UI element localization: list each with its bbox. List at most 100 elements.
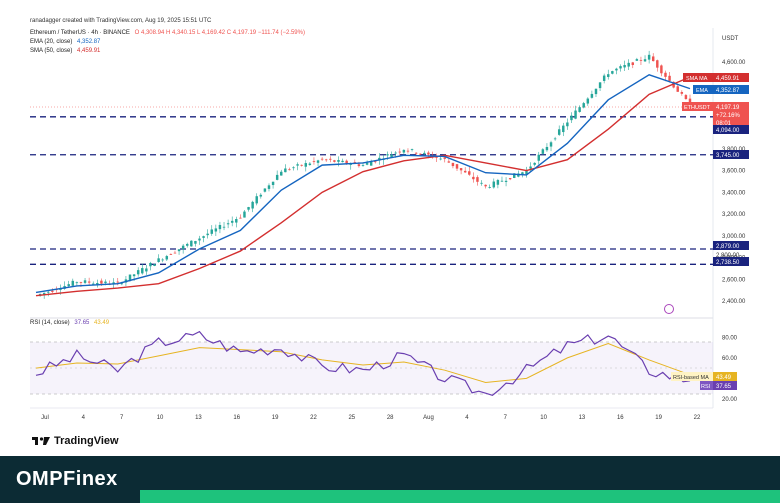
time-tick-9: 28 [387,415,394,421]
candle-body [594,88,598,95]
svg-text:ETHUSDT: ETHUSDT [684,105,711,111]
candle-body [292,167,295,169]
symbol-icon[interactable] [664,304,674,314]
rsi-ma-line [35,342,691,383]
price-tick-3: 3,600.00 [722,169,746,175]
candle-body [67,284,70,287]
candle-body [480,182,483,184]
time-tick-8: 25 [348,415,355,421]
candle-body [312,161,316,162]
candle-body [398,151,402,153]
price-tick-0: 4,600.00 [722,60,746,66]
candle-body [627,62,630,67]
candle-body [369,161,373,166]
legend-symbol: Ethereum / TetherUS · 4h · BINANCE [30,30,130,36]
legend-sma-row[interactable]: SMA (50, close) 4,459.91 [30,48,100,54]
candle-body [251,201,254,209]
footer-accent [140,490,780,503]
svg-text:37.65: 37.65 [716,384,732,390]
candle-body [75,282,79,284]
candle-body [104,281,107,284]
candle-body [533,162,536,165]
candle-body [79,282,83,283]
candle-body [308,163,312,166]
price-axis-unit: USDT [722,36,739,42]
last-price-tag: ETHUSDT 4,197.19 +72.16% 08:01 [682,102,749,128]
ema-price-tag: EMA 4,352.87 [693,85,749,94]
candle-body [459,168,463,171]
candles [38,50,692,299]
rsi-tick-0: 80.00 [722,335,738,341]
candle-body [529,166,532,169]
candle-body [664,72,667,77]
candle-body [631,62,635,66]
candle-body [513,173,516,178]
candle-body [194,241,197,244]
candle-body [504,180,508,182]
candle-body [402,149,406,153]
brand-logo[interactable]: OMPFinex [16,468,118,490]
time-tick-14: 13 [579,415,586,421]
time-tick-17: 22 [694,415,701,421]
sma-line [35,76,691,297]
svg-text:4,094.00: 4,094.00 [716,128,740,134]
candle-body [598,82,602,89]
candle-body [574,110,577,119]
candle-body [537,154,540,161]
candle-body [243,211,246,218]
candle-body [545,146,549,151]
candle-body [651,56,655,62]
time-tick-4: 13 [195,415,202,421]
candle-body [320,158,324,160]
candle-body [329,158,332,160]
candle-body [488,187,491,188]
tradingview-logo[interactable]: TradingView [32,435,119,447]
candle-body [549,142,553,147]
candle-body [496,180,500,185]
candle-body [120,283,124,285]
candle-body [508,178,512,180]
svg-text:RSI-based MA: RSI-based MA [673,375,709,381]
candle-body [607,74,610,77]
candle-body [300,164,303,166]
candle-body [410,149,414,150]
legend-sma-value: 4,459.91 [77,48,101,54]
candle-body [423,152,426,154]
candle-body [394,152,397,154]
candle-body [206,233,209,236]
candle-body [455,164,459,169]
price-tick-9: 2,400.00 [722,299,746,305]
candle-body [680,92,684,94]
legend-rsi-ma-value: 43.49 [94,320,110,326]
candle-body [181,245,185,250]
candle-body [239,217,242,219]
candle-body [349,164,352,165]
ema-line [35,74,691,294]
candle-body [222,226,226,228]
candle-body [443,157,446,159]
time-tick-10: Aug [423,415,434,421]
candle-body [500,180,504,182]
candle-body [169,254,173,255]
candle-body [316,160,320,163]
legend-rsi-row[interactable]: RSI (14, close) 37.65 43.49 [30,320,109,326]
rsi-tick-3: 20.00 [722,397,738,403]
time-tick-0: Jul [41,415,49,421]
svg-text:4,459.91: 4,459.91 [716,76,740,82]
svg-text:RSI: RSI [701,384,711,390]
candle-body [468,171,471,175]
candle-body [553,138,557,140]
legend-sma-label: SMA (50, close) [30,48,73,54]
candle-body [218,225,222,230]
time-tick-11: 4 [465,415,469,421]
rsi-line [35,330,691,396]
candle-body [202,236,205,238]
candle-body [226,223,230,225]
legend-ema-row[interactable]: EMA (20, close) 4,352.87 [30,39,100,45]
legend-ema-value: 4,352.87 [77,39,101,45]
candle-body [578,107,581,112]
candle-body [676,86,679,92]
candle-body [619,66,622,69]
